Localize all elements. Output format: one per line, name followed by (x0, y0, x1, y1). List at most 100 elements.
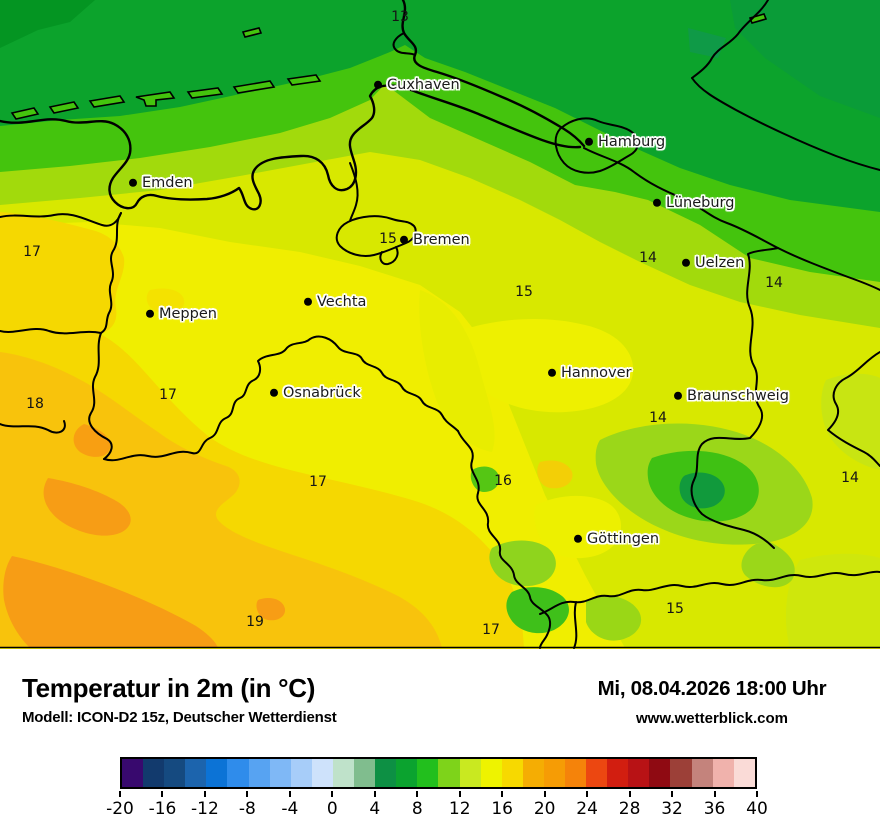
temp-value: 17 (309, 474, 327, 490)
city-marker-lueneburg: Lüneburg (653, 196, 734, 211)
legend-tick (756, 791, 758, 797)
temp-value: 18 (26, 396, 44, 412)
legend-color-segment (122, 759, 144, 787)
legend-labels: -20 -16 -12 -8 -4 0 4 8 12 16 20 24 28 32 36 40 (106, 799, 768, 819)
legend-color-segment (501, 759, 523, 787)
legend-color-segment (206, 759, 228, 787)
city-dot (304, 298, 312, 306)
weather-map: Cuxhaven Hamburg Emden Lüneburg Bremen U… (0, 0, 880, 649)
legend-color-segment (564, 759, 587, 787)
city-dot (574, 535, 582, 543)
legend-tick (203, 791, 206, 797)
legend-tick (713, 791, 716, 797)
legend-tick-label: -12 (191, 799, 219, 819)
website-url: www.wetterblick.com (636, 710, 788, 727)
city-marker-emden: Emden (129, 176, 193, 191)
temp-value: 13 (391, 9, 409, 25)
legend-tick (161, 791, 164, 797)
city-marker-goettingen: Göttingen (574, 532, 659, 547)
legend-tick-label: 16 (491, 799, 514, 819)
city-marker-uelzen: Uelzen (682, 256, 744, 271)
city-dot (653, 199, 661, 207)
map-svg (0, 0, 880, 649)
legend-tick-label: 36 (703, 799, 726, 819)
legend-tick-label: 32 (661, 799, 683, 819)
temperature-regions (0, 0, 880, 649)
city-marker-osnabrueck: Osnabrück (270, 386, 361, 401)
page-title: Temperatur in 2m (in °C) (22, 673, 316, 703)
city-dot (146, 310, 154, 318)
temp-value: 15 (515, 284, 533, 300)
legend-color-segment (712, 759, 734, 787)
legend-tick (331, 791, 334, 797)
city-label: Emden (142, 174, 193, 191)
legend-color-segment (248, 759, 270, 787)
legend-color-segment (354, 759, 376, 787)
city-label: Cuxhaven (387, 76, 460, 93)
legend-color-segment (543, 759, 565, 787)
city-marker-vechta: Vechta (304, 295, 366, 310)
legend-color-segment (396, 759, 418, 787)
legend-color-segment (586, 759, 608, 787)
temp-value: 17 (23, 244, 41, 260)
city-dot (674, 392, 682, 400)
legend-color-segment (438, 759, 460, 787)
legend-color-segment (522, 759, 544, 787)
city-dot (129, 179, 137, 187)
city-marker-hannover: Hannover (548, 366, 632, 381)
city-dot (400, 236, 408, 244)
legend-color-segment (332, 759, 355, 787)
legend-tick (246, 791, 249, 797)
temp-value: 14 (649, 410, 667, 426)
city-label: Osnabrück (283, 384, 361, 401)
temp-value: 14 (765, 275, 783, 291)
city-dot (548, 369, 556, 377)
legend-color-segment (164, 759, 186, 787)
city-dot (585, 138, 593, 146)
temp-value: 16 (494, 473, 512, 489)
city-marker-cuxhaven: Cuxhaven (374, 78, 460, 93)
temp-value: 17 (482, 622, 500, 638)
legend-tick (416, 791, 419, 797)
legend-tick (288, 791, 291, 797)
legend-tick (373, 791, 376, 797)
legend-tick (501, 791, 504, 797)
border-lines (0, 0, 880, 649)
legend-color-segment (607, 759, 629, 787)
legend-tick-label: -20 (106, 799, 134, 819)
legend-color-segment (185, 759, 207, 787)
legend-color-segment (290, 759, 312, 787)
city-dot (682, 259, 690, 267)
city-label: Vechta (317, 293, 367, 310)
legend-tick-label: -16 (148, 799, 177, 819)
city-label: Meppen (159, 305, 217, 322)
city-label: Uelzen (695, 254, 745, 271)
legend-tick-label: 4 (369, 799, 381, 819)
legend-colorbar (120, 757, 757, 789)
temp-value: 15 (379, 231, 397, 247)
legend-color-segment (459, 759, 481, 787)
city-dot (374, 81, 382, 89)
city-label: Hamburg (598, 133, 666, 150)
temp-value: 14 (639, 250, 657, 266)
legend-tick (586, 791, 589, 797)
legend-tick-label: 40 (746, 799, 768, 819)
temp-value: 15 (666, 601, 684, 617)
legend-tick (119, 791, 121, 797)
map-footer: Temperatur in 2m (in °C) Modell: ICON-D2… (0, 649, 880, 830)
legend-tick (628, 791, 631, 797)
legend-tick-label: 8 (411, 799, 423, 819)
legend-color-segment (269, 759, 291, 787)
legend-tick-label: 0 (326, 799, 338, 819)
legend-tick-label: 24 (576, 799, 598, 819)
legend-tick-label: 12 (448, 799, 471, 819)
legend-color-segment (670, 759, 692, 787)
city-label: Hannover (561, 364, 632, 381)
legend-color-segment (311, 759, 333, 787)
legend-tick (543, 791, 546, 797)
valid-datetime: Mi, 08.04.2026 18:00 Uhr (597, 677, 827, 700)
legend-color-segment (375, 759, 397, 787)
city-dot (270, 389, 278, 397)
legend-color-segment (649, 759, 671, 787)
